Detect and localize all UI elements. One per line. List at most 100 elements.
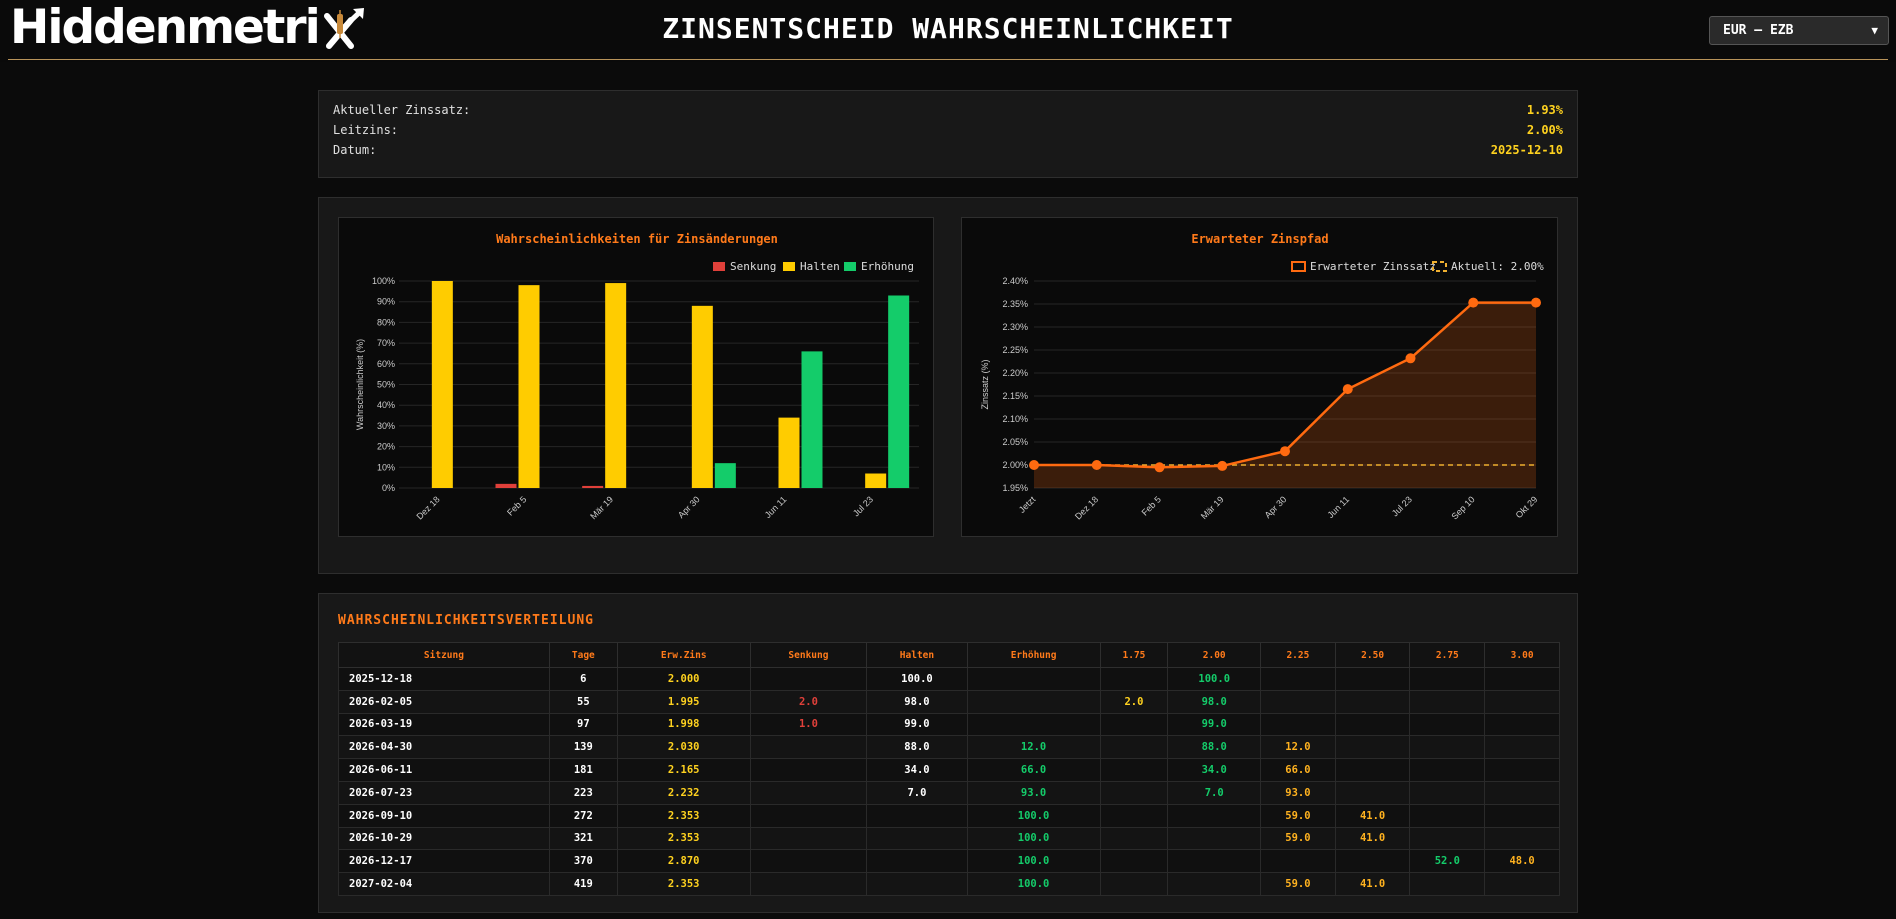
rate-point bbox=[1154, 462, 1165, 473]
table-cell bbox=[1334, 689, 1411, 714]
table-cell bbox=[749, 872, 868, 896]
bar-erhöhung bbox=[801, 351, 823, 488]
brand-logo[interactable]: Hiddenmetri bbox=[10, 4, 365, 52]
x-tick-label: Feb 5 bbox=[1140, 494, 1163, 517]
table-cell bbox=[1334, 780, 1411, 805]
table-cell bbox=[1409, 712, 1486, 737]
meeting-date-cell: 2026-04-30 bbox=[338, 735, 550, 760]
table-cell: 100.0 bbox=[1167, 667, 1262, 691]
table-cell: 99.0 bbox=[1167, 712, 1262, 737]
table-cell: 6 bbox=[548, 667, 618, 691]
table-cell bbox=[1409, 689, 1486, 714]
legend-swatch bbox=[783, 262, 795, 271]
legend-label: Senkung bbox=[730, 260, 776, 273]
column-header[interactable]: 2.75 bbox=[1409, 642, 1486, 668]
column-header[interactable]: 3.00 bbox=[1484, 642, 1560, 668]
table-cell: 2.353 bbox=[616, 826, 751, 851]
y-tick-label: 20% bbox=[377, 442, 395, 452]
column-header[interactable]: 2.50 bbox=[1334, 642, 1411, 668]
table-cell bbox=[749, 758, 868, 782]
x-tick-label: Feb 5 bbox=[505, 494, 528, 517]
x-tick-label: Jul 23 bbox=[1390, 494, 1414, 518]
table-cell bbox=[1334, 758, 1411, 782]
table-row: 2026-07-23 223 2.232 7.0 93.0 7.0 93.0 bbox=[338, 780, 1560, 805]
table-cell bbox=[1167, 872, 1262, 896]
table-cell: 2.353 bbox=[616, 872, 751, 896]
chart-title: Erwarteter Zinspfad bbox=[1191, 232, 1328, 246]
table-cell bbox=[1334, 735, 1411, 760]
bar-chart-svg: Wahrscheinlichkeiten für Zinsänderungen S… bbox=[355, 232, 919, 522]
table-cell: 2.232 bbox=[616, 780, 751, 805]
legend-swatch bbox=[1291, 261, 1306, 272]
table-cell: 100.0 bbox=[966, 803, 1101, 828]
x-tick-label: Jun 11 bbox=[1325, 494, 1351, 520]
y-tick-label: 2.25% bbox=[1002, 345, 1028, 355]
rate-point bbox=[1217, 460, 1228, 471]
info-label: Leitzins: bbox=[333, 123, 399, 137]
table-cell: 12.0 bbox=[1260, 735, 1336, 760]
bar-erhöhung bbox=[888, 295, 910, 488]
column-header[interactable]: 2.25 bbox=[1260, 642, 1336, 668]
legend-swatch bbox=[1432, 261, 1447, 272]
table-cell bbox=[1484, 735, 1560, 760]
table-row: 2026-09-10 272 2.353 100.0 59.0 41.0 bbox=[338, 803, 1560, 828]
logo-x-arrow-icon bbox=[323, 8, 364, 49]
table-cell: 34.0 bbox=[866, 758, 968, 782]
table-row: 2026-10-29 321 2.353 100.0 59.0 41.0 bbox=[338, 826, 1560, 851]
table-cell: 370 bbox=[548, 849, 618, 874]
header-divider bbox=[8, 59, 1888, 60]
table-cell bbox=[1409, 758, 1486, 782]
rate-point bbox=[1091, 460, 1102, 470]
table-body: 2025-12-18 6 2.000 100.0 100.0 2026-02-05 55 1.… bbox=[338, 667, 1560, 896]
table-cell: 93.0 bbox=[1260, 780, 1336, 805]
table-cell bbox=[1409, 803, 1486, 828]
table-cell bbox=[1099, 803, 1169, 828]
column-header[interactable]: Halten bbox=[866, 642, 968, 668]
table-cell bbox=[866, 849, 968, 874]
x-tick-label: Mär 19 bbox=[588, 494, 615, 521]
table-cell bbox=[1484, 689, 1560, 714]
chart-title: Wahrscheinlichkeiten für Zinsänderungen bbox=[496, 232, 778, 246]
x-tick-label: Dez 18 bbox=[1073, 494, 1100, 521]
y-tick-label: 2.00% bbox=[1002, 460, 1028, 470]
table-cell bbox=[1484, 712, 1560, 737]
y-tick-label: 40% bbox=[377, 400, 395, 410]
x-tick-label: Apr 30 bbox=[1263, 494, 1289, 520]
table-cell: 139 bbox=[548, 735, 618, 760]
column-header[interactable]: 1.75 bbox=[1099, 642, 1169, 668]
table-cell bbox=[1409, 826, 1486, 851]
table-cell: 41.0 bbox=[1334, 826, 1411, 851]
meeting-date-cell: 2026-02-05 bbox=[338, 689, 550, 714]
table-cell: 100.0 bbox=[866, 667, 968, 691]
market-select[interactable]: EUR – EZB ▼ bbox=[1709, 16, 1889, 45]
table-cell bbox=[1099, 758, 1169, 782]
table-row: 2025-12-18 6 2.000 100.0 100.0 bbox=[338, 667, 1560, 691]
table-cell bbox=[1484, 758, 1560, 782]
bar-senkung bbox=[582, 485, 604, 488]
y-tick-label: 2.30% bbox=[1002, 322, 1028, 332]
column-header[interactable]: Erw.Zins bbox=[616, 642, 751, 668]
table-cell: 55 bbox=[548, 689, 618, 714]
y-tick-label: 100% bbox=[372, 276, 395, 286]
column-header[interactable]: Sitzung bbox=[338, 642, 550, 668]
rate-point bbox=[1531, 297, 1541, 308]
bar-erhöhung bbox=[714, 463, 736, 488]
table-cell: 41.0 bbox=[1334, 803, 1411, 828]
table-cell: 97 bbox=[548, 712, 618, 737]
y-tick-label: 90% bbox=[377, 297, 395, 307]
table-cell: 419 bbox=[548, 872, 618, 896]
table-cell bbox=[1334, 667, 1411, 691]
x-tick-label: Apr 30 bbox=[676, 494, 702, 520]
y-tick-label: 0% bbox=[382, 483, 395, 493]
column-header[interactable]: Erhöhung bbox=[966, 642, 1101, 668]
table-cell bbox=[1167, 826, 1262, 851]
column-header[interactable]: 2.00 bbox=[1167, 642, 1262, 668]
column-header[interactable]: Tage bbox=[548, 642, 618, 668]
distribution-panel: WAHRSCHEINLICHKEITSVERTEILUNG Sitzung Tag… bbox=[318, 593, 1578, 913]
table-cell: 100.0 bbox=[966, 826, 1101, 851]
rate-path-area bbox=[1034, 302, 1536, 488]
meeting-date-cell: 2027-02-04 bbox=[338, 872, 550, 896]
info-value: 1.93% bbox=[1526, 103, 1563, 117]
column-header[interactable]: Senkung bbox=[749, 642, 868, 668]
page-title: ZINSENTSCHEID WAHRSCHEINLICHKEIT bbox=[662, 12, 1234, 45]
